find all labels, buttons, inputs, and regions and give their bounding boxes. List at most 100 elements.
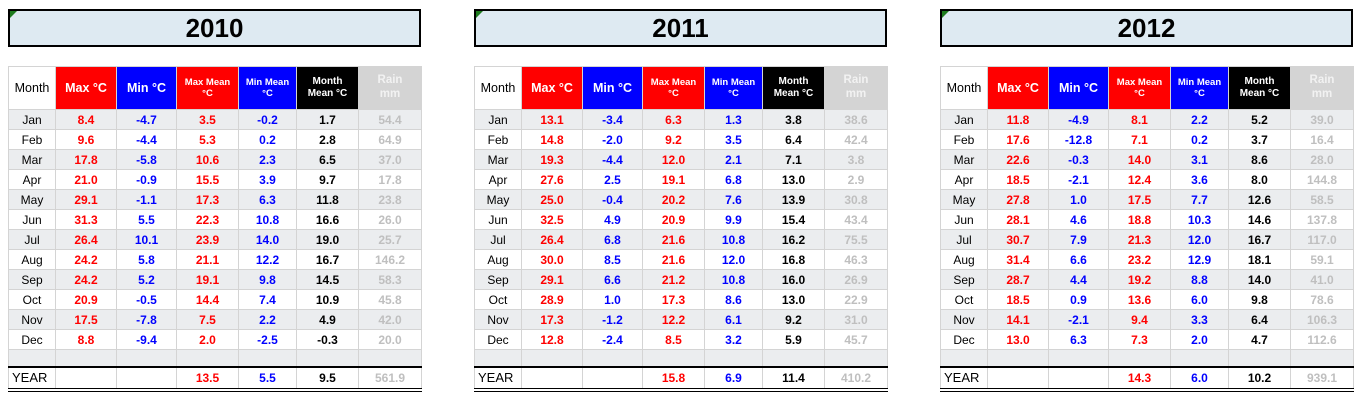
month-cell[interactable]: Jun [940,209,988,230]
value-cell[interactable]: 6.8 [704,169,763,190]
empty-cell[interactable] [116,349,177,367]
column-header[interactable]: Min °C [1048,66,1109,110]
value-cell[interactable]: 9.6 [55,129,117,150]
value-cell[interactable]: 6.3 [238,189,297,210]
value-cell[interactable]: 23.9 [176,229,239,250]
value-cell[interactable]: -7.8 [116,309,177,330]
value-cell[interactable]: -0.4 [582,189,643,210]
month-cell[interactable]: Dec [8,329,56,350]
value-cell[interactable]: 6.6 [1048,249,1109,270]
value-cell[interactable]: 3.5 [176,109,239,130]
value-cell[interactable]: 18.8 [1108,209,1171,230]
value-cell[interactable]: 15.4 [762,209,825,230]
year-value-cell[interactable]: 410.2 [824,365,888,392]
value-cell[interactable]: 58.3 [358,269,422,290]
month-cell[interactable]: Feb [940,129,988,150]
value-cell[interactable]: 6.3 [642,109,705,130]
value-cell[interactable]: 14.0 [1108,149,1171,170]
column-header[interactable]: Max Mean °C [642,66,705,110]
value-cell[interactable]: 24.2 [55,249,117,270]
month-cell[interactable]: Apr [8,169,56,190]
month-cell[interactable]: Sep [474,269,522,290]
value-cell[interactable]: 37.0 [358,149,422,170]
month-cell[interactable]: Sep [940,269,988,290]
value-cell[interactable]: 1.7 [296,109,359,130]
value-cell[interactable]: 3.8 [824,149,888,170]
year-title-box[interactable]: 2011 [474,9,887,47]
year-label-cell[interactable]: YEAR [8,365,56,392]
value-cell[interactable]: 14.1 [987,309,1049,330]
value-cell[interactable]: 11.8 [296,189,359,210]
value-cell[interactable]: 2.0 [176,329,239,350]
value-cell[interactable]: 8.5 [582,249,643,270]
year-title-box[interactable]: 2012 [940,9,1353,47]
value-cell[interactable]: 6.8 [582,229,643,250]
value-cell[interactable]: 31.4 [987,249,1049,270]
value-cell[interactable]: 30.8 [824,189,888,210]
value-cell[interactable]: 7.4 [238,289,297,310]
month-cell[interactable]: Mar [8,149,56,170]
value-cell[interactable]: 112.6 [1290,329,1354,350]
value-cell[interactable]: 2.8 [296,129,359,150]
year-label-cell[interactable]: YEAR [940,365,988,392]
column-header[interactable]: Month Mean °C [1228,66,1291,110]
month-cell[interactable]: Oct [8,289,56,310]
value-cell[interactable]: -0.5 [116,289,177,310]
year-value-cell[interactable] [1048,365,1109,392]
value-cell[interactable]: 146.2 [358,249,422,270]
column-header[interactable]: Month [8,66,56,110]
value-cell[interactable]: 7.5 [176,309,239,330]
value-cell[interactable]: 0.9 [1048,289,1109,310]
value-cell[interactable]: 12.2 [238,249,297,270]
month-cell[interactable]: Jul [8,229,56,250]
value-cell[interactable]: 12.2 [642,309,705,330]
value-cell[interactable]: 1.0 [582,289,643,310]
month-cell[interactable]: Dec [474,329,522,350]
column-header[interactable]: Max °C [55,66,117,110]
value-cell[interactable]: 38.6 [824,109,888,130]
value-cell[interactable]: 5.3 [176,129,239,150]
month-cell[interactable]: Aug [940,249,988,270]
value-cell[interactable]: 9.7 [296,169,359,190]
value-cell[interactable]: 12.8 [521,329,583,350]
value-cell[interactable]: 21.6 [642,249,705,270]
month-cell[interactable]: Jul [474,229,522,250]
value-cell[interactable]: 3.6 [1170,169,1229,190]
year-value-cell[interactable] [987,365,1049,392]
empty-cell[interactable] [762,349,825,367]
value-cell[interactable]: 29.1 [55,189,117,210]
value-cell[interactable]: 15.5 [176,169,239,190]
value-cell[interactable]: -5.8 [116,149,177,170]
empty-cell[interactable] [940,349,988,367]
year-value-cell[interactable]: 6.9 [704,365,763,392]
value-cell[interactable]: 7.9 [1048,229,1109,250]
value-cell[interactable]: 41.0 [1290,269,1354,290]
empty-cell[interactable] [296,349,359,367]
year-value-cell[interactable]: 14.3 [1108,365,1171,392]
value-cell[interactable]: 12.0 [1170,229,1229,250]
year-value-cell[interactable]: 6.0 [1170,365,1229,392]
value-cell[interactable]: 20.9 [55,289,117,310]
value-cell[interactable]: -4.9 [1048,109,1109,130]
value-cell[interactable]: -12.8 [1048,129,1109,150]
value-cell[interactable]: 21.0 [55,169,117,190]
empty-cell[interactable] [1290,349,1354,367]
value-cell[interactable]: 16.2 [762,229,825,250]
column-header[interactable]: Min Mean °C [238,66,297,110]
value-cell[interactable]: 12.0 [704,249,763,270]
value-cell[interactable]: 117.0 [1290,229,1354,250]
value-cell[interactable]: 13.0 [762,169,825,190]
column-header[interactable]: Min Mean °C [704,66,763,110]
value-cell[interactable]: 7.6 [704,189,763,210]
value-cell[interactable]: 13.1 [521,109,583,130]
value-cell[interactable]: 7.1 [1108,129,1171,150]
value-cell[interactable]: -2.1 [1048,169,1109,190]
value-cell[interactable]: 2.5 [582,169,643,190]
value-cell[interactable]: 59.1 [1290,249,1354,270]
value-cell[interactable]: 13.0 [762,289,825,310]
column-header[interactable]: Month [940,66,988,110]
month-cell[interactable]: Dec [940,329,988,350]
value-cell[interactable]: 14.0 [1228,269,1291,290]
empty-cell[interactable] [1108,349,1171,367]
empty-cell[interactable] [238,349,297,367]
